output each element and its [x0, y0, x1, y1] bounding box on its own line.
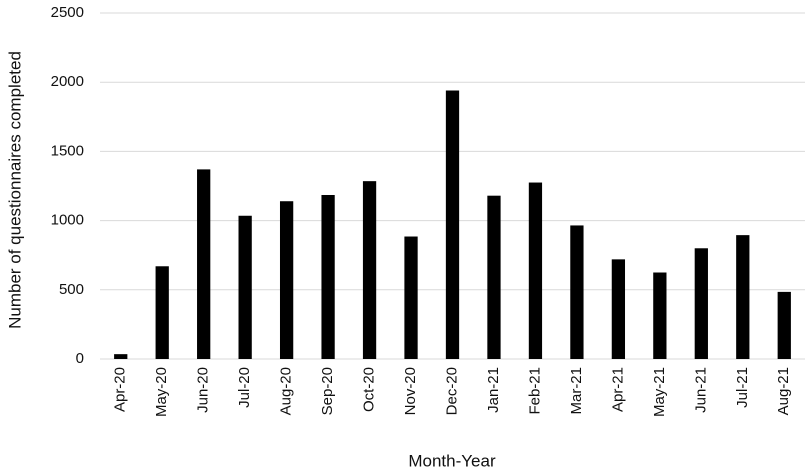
x-tick-label: May-20 [153, 367, 170, 417]
bar [487, 195, 501, 359]
x-tick-label: Jun-21 [692, 367, 709, 413]
bar [321, 194, 335, 359]
y-tick-label: 0 [76, 350, 84, 367]
x-tick-label: Dec-20 [443, 367, 460, 415]
x-tick-label: Jun-20 [195, 367, 212, 413]
x-tick-label: Aug-20 [278, 367, 295, 415]
y-tick-label: 2500 [51, 4, 84, 21]
x-axis-title: Month-Year [408, 451, 496, 470]
x-tick-label: Sep-20 [319, 367, 336, 415]
bar [238, 215, 252, 359]
x-tick-label: Apr-21 [609, 367, 626, 412]
x-tick-label: May-21 [651, 367, 668, 417]
bar [362, 181, 377, 359]
y-axis-title: Number of questionnaires completed [5, 51, 24, 329]
bar [528, 182, 543, 359]
bar [570, 225, 584, 359]
bar [404, 236, 418, 359]
x-tick-label: Apr-20 [112, 367, 129, 412]
x-tick-label: Jul-21 [734, 367, 751, 408]
bar [694, 248, 708, 359]
bar [653, 272, 667, 359]
x-tick-label: Jan-21 [485, 367, 502, 413]
bar [445, 90, 460, 359]
x-tick-label: Jul-20 [236, 367, 253, 408]
x-tick-label: Aug-21 [775, 367, 792, 415]
y-tick-label: 1500 [51, 142, 84, 159]
bar [777, 291, 791, 359]
bar [736, 235, 750, 359]
y-tick-label: 2000 [51, 73, 84, 90]
x-tick-label: Feb-21 [526, 367, 543, 415]
bar [611, 259, 626, 359]
y-tick-label: 1000 [51, 212, 84, 229]
bar [155, 266, 169, 359]
y-tick-label: 500 [59, 281, 84, 298]
bar [114, 354, 128, 359]
x-tick-label: Nov-20 [402, 367, 419, 415]
bar [279, 201, 294, 359]
x-tick-label: Mar-21 [568, 367, 585, 415]
x-tick-label: Oct-20 [361, 367, 378, 412]
bar [197, 169, 211, 359]
